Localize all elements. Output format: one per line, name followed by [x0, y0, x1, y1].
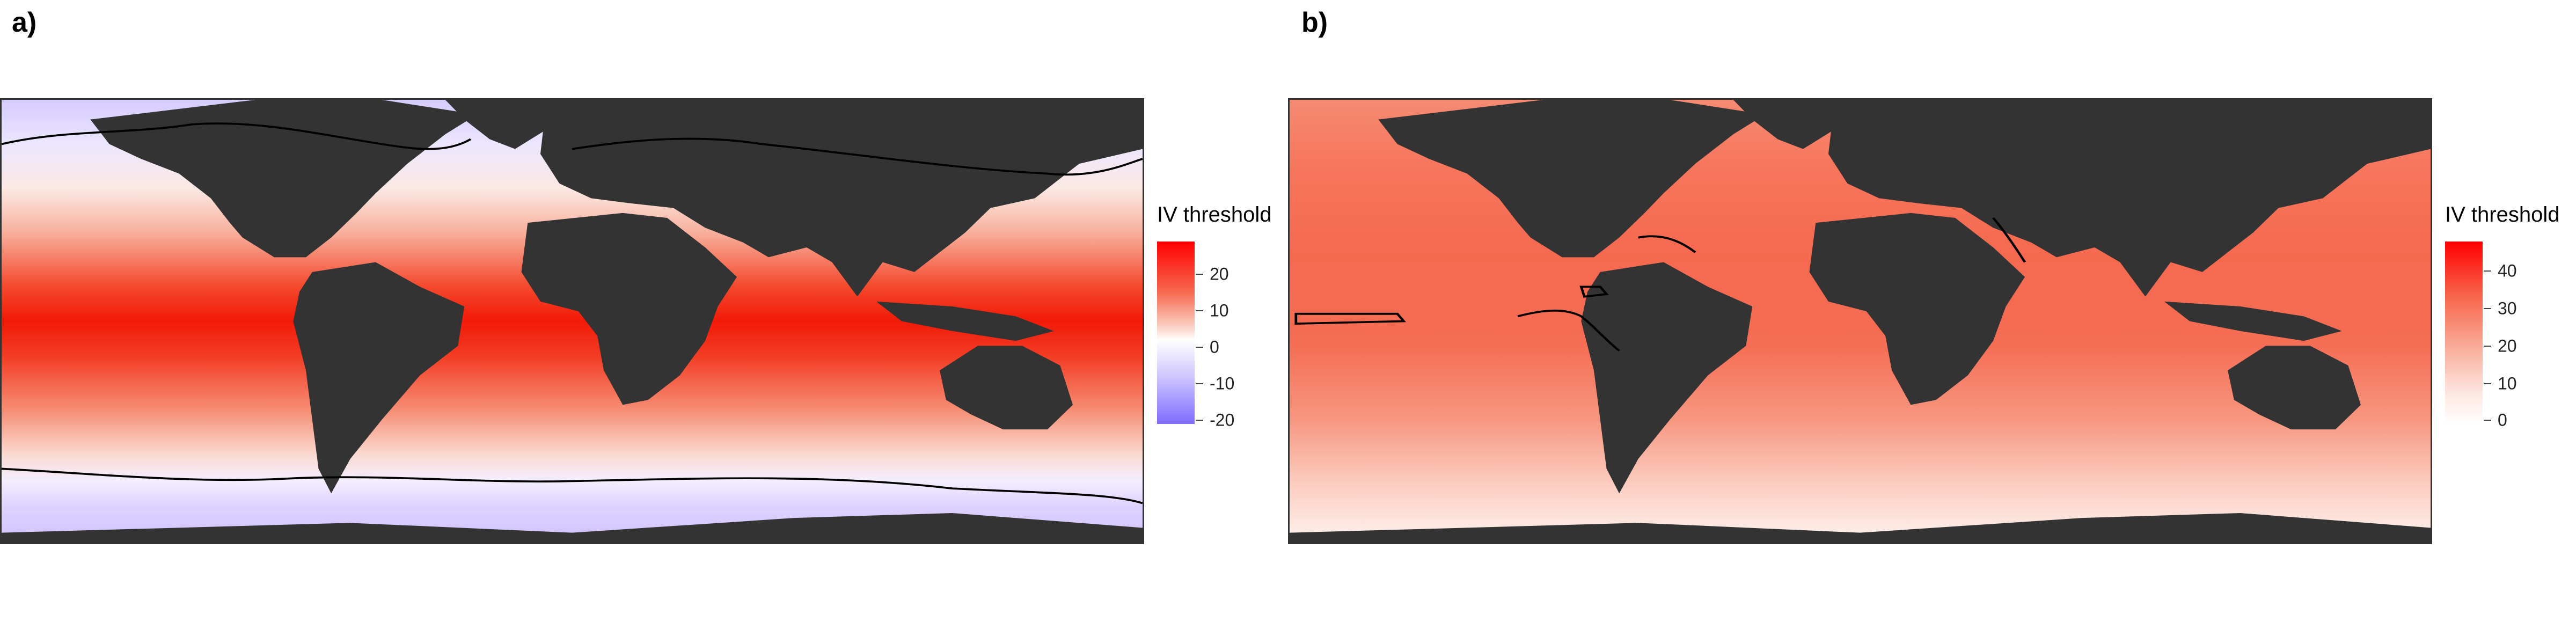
legend-tick-label-b-0: 40 — [2498, 261, 2517, 281]
legend-tick-b-1 — [2484, 308, 2491, 309]
legend-colorbar-b — [2445, 241, 2483, 424]
legend-colorbar-a — [1157, 241, 1195, 424]
legend-tick-label-a-2: 0 — [1210, 338, 1219, 357]
map-panel-a — [0, 98, 1144, 544]
legend-tick-label-a-0: 20 — [1210, 265, 1229, 284]
legend-tick-a-1 — [1196, 310, 1203, 311]
legend-tick-label-a-1: 10 — [1210, 301, 1229, 321]
legend-tick-b-3 — [2484, 383, 2491, 384]
legend-tick-b-4 — [2484, 420, 2491, 421]
legend-tick-b-0 — [2484, 270, 2491, 272]
legend-tick-label-a-3: -10 — [1210, 374, 1234, 394]
legend-title-b: IV threshold — [2445, 203, 2559, 227]
legend-tick-label-b-2: 20 — [2498, 336, 2517, 356]
panel-label-a: a) — [12, 6, 36, 39]
legend-tick-label-b-3: 10 — [2498, 374, 2517, 394]
legend-tick-a-4 — [1196, 420, 1203, 421]
legend-tick-label-b-1: 30 — [2498, 299, 2517, 319]
legend-tick-a-3 — [1196, 383, 1203, 384]
legend-tick-a-2 — [1196, 347, 1203, 348]
world-map-a — [2, 100, 1143, 543]
legend-a: IV threshold 20 10 0 -10 -20 — [1154, 203, 1315, 450]
legend-title-a: IV threshold — [1157, 203, 1271, 227]
legend-tick-label-a-4: -20 — [1210, 411, 1234, 430]
legend-tick-label-b-4: 0 — [2498, 411, 2507, 430]
map-panel-b — [1288, 98, 2432, 544]
legend-tick-b-2 — [2484, 346, 2491, 347]
legend-b: IV threshold 40 30 20 10 0 — [2442, 203, 2576, 450]
panel-label-b: b) — [1301, 6, 1328, 39]
legend-tick-a-0 — [1196, 274, 1203, 275]
world-map-b — [1290, 100, 2431, 543]
